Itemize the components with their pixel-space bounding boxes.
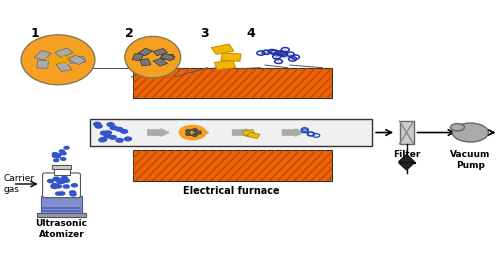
Circle shape [51,185,57,188]
Polygon shape [212,44,234,54]
Circle shape [54,159,59,162]
Text: Filter: Filter [393,150,420,159]
Circle shape [104,134,111,138]
Circle shape [104,131,112,135]
Text: Carrier
gas: Carrier gas [3,174,34,194]
Circle shape [63,185,69,188]
Bar [36,213,86,217]
Circle shape [60,180,66,183]
Circle shape [100,138,107,141]
Circle shape [56,155,60,158]
Polygon shape [191,128,198,131]
Polygon shape [247,132,260,139]
Text: 4: 4 [246,27,256,40]
Polygon shape [56,62,72,72]
Polygon shape [68,55,86,65]
Circle shape [72,184,78,187]
Circle shape [100,131,107,135]
FancyArrow shape [232,129,254,136]
Bar [54,168,70,175]
Polygon shape [221,53,241,61]
FancyBboxPatch shape [42,173,80,198]
Bar [40,196,82,213]
Bar [133,150,332,181]
Circle shape [52,183,58,187]
Bar [133,68,332,98]
Ellipse shape [21,35,95,85]
Circle shape [110,126,117,130]
Bar [90,119,372,146]
Circle shape [70,193,76,196]
Circle shape [61,158,66,160]
FancyArrow shape [148,129,169,136]
Polygon shape [140,59,151,66]
Circle shape [110,135,116,139]
Circle shape [52,153,58,155]
Bar [133,68,332,98]
Ellipse shape [125,36,180,78]
Polygon shape [196,131,201,134]
Circle shape [52,184,59,187]
Polygon shape [242,130,255,135]
Circle shape [95,124,102,128]
Polygon shape [68,56,86,63]
Polygon shape [398,154,414,162]
Polygon shape [191,134,198,137]
Circle shape [48,180,54,183]
Circle shape [179,125,206,140]
Circle shape [51,185,57,188]
Text: Ultrasonic
Atomizer: Ultrasonic Atomizer [36,219,88,239]
Polygon shape [36,60,48,68]
Bar [400,121,413,144]
Bar [133,150,332,181]
Polygon shape [214,60,236,69]
Circle shape [124,137,132,141]
Polygon shape [160,54,175,61]
Circle shape [56,192,62,195]
Polygon shape [138,48,152,56]
Polygon shape [162,55,174,60]
Circle shape [452,123,488,142]
Circle shape [56,185,62,188]
Circle shape [52,154,58,157]
Circle shape [55,178,61,182]
Circle shape [56,153,61,156]
Text: 1: 1 [30,27,39,40]
Circle shape [116,128,122,131]
Circle shape [52,155,58,157]
FancyArrow shape [282,129,304,136]
Circle shape [57,181,63,183]
Text: Vacuum
Pump: Vacuum Pump [450,150,490,170]
FancyArrow shape [188,129,208,136]
Circle shape [116,139,123,142]
Circle shape [450,124,464,131]
Text: 2: 2 [125,27,134,40]
Polygon shape [153,58,168,66]
Circle shape [62,176,68,180]
Circle shape [107,123,114,126]
Text: Electrical furnace: Electrical furnace [183,186,280,196]
Circle shape [70,191,75,194]
Bar [52,165,71,169]
Circle shape [59,192,65,195]
Polygon shape [185,133,191,136]
Text: 3: 3 [200,27,208,40]
Circle shape [64,147,69,149]
Polygon shape [132,54,143,61]
Polygon shape [54,48,73,57]
Circle shape [64,179,70,182]
Circle shape [61,152,66,155]
Polygon shape [153,48,168,56]
Circle shape [94,122,100,126]
Circle shape [53,177,59,180]
Circle shape [120,130,128,133]
Polygon shape [196,131,201,134]
Circle shape [60,150,64,153]
Polygon shape [185,129,191,133]
Polygon shape [34,50,51,60]
Circle shape [99,138,106,142]
Polygon shape [398,163,414,170]
